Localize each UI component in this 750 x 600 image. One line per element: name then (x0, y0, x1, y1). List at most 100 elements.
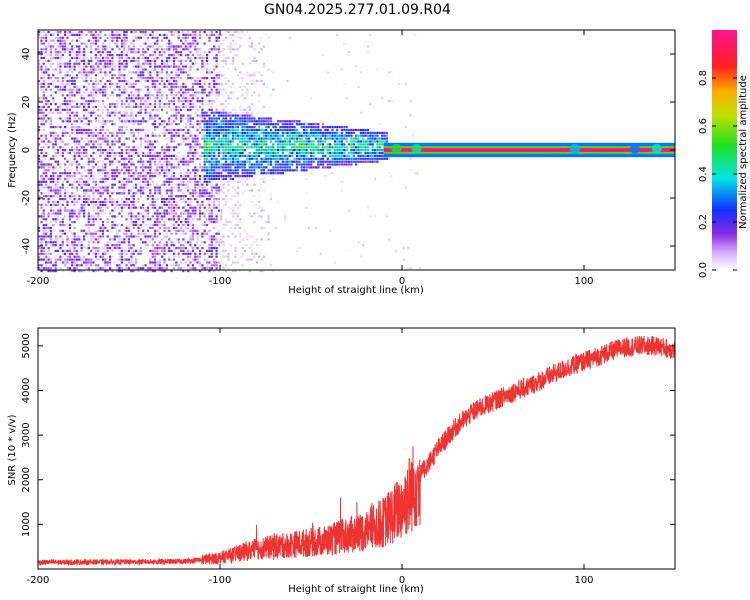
spectrogram-cell (222, 151, 225, 155)
spectrogram-cell (248, 189, 251, 192)
spectrogram-cell (144, 33, 147, 36)
spectrogram-cell (229, 169, 232, 172)
spectrogram-cell (92, 247, 95, 250)
spectrogram-cell (213, 160, 216, 163)
spectrogram-cell (184, 33, 187, 36)
spectrogram-cell (274, 172, 277, 175)
spectrogram-cell (92, 140, 95, 143)
spectrogram-cell (101, 137, 105, 140)
spectrogram-cell (217, 209, 220, 212)
spectrogram-cell (156, 91, 159, 94)
spectrogram-cell (300, 166, 303, 169)
spectrogram-cell (236, 154, 239, 157)
spectrogram-cell (137, 71, 140, 74)
spectrogram-cell (66, 103, 69, 106)
spectrogram-cell (161, 94, 164, 97)
spectrogram-cell (359, 151, 362, 155)
spectrogram-cell (123, 68, 126, 71)
spectrogram-cell (187, 218, 190, 221)
spectrogram-cell (71, 252, 74, 255)
spectrogram-cell (246, 258, 249, 261)
spectrogram-cell (101, 51, 105, 54)
spectrogram-cell (310, 143, 313, 146)
spectrogram-cell (215, 172, 218, 175)
spectrogram-cell (172, 128, 176, 132)
spectrogram-cell (184, 252, 187, 255)
spectrogram-cell (215, 39, 218, 42)
spectrogram-cell (194, 209, 197, 212)
spectrogram-cell (217, 221, 220, 224)
spectrogram-cell (175, 31, 178, 34)
spectrogram-cell (206, 177, 209, 180)
spectrogram-cell (213, 65, 216, 68)
spectrogram-cell (281, 149, 284, 152)
spectrogram-cell (184, 177, 187, 180)
spectrogram-cell (357, 143, 360, 146)
spectrogram-cell (85, 169, 88, 172)
spectrogram-cell (208, 175, 211, 178)
spectrogram-cell (40, 177, 43, 180)
spectrogram-cell (336, 157, 339, 160)
spectrogram-cell (241, 131, 244, 134)
spectrogram-cell (168, 206, 171, 209)
spectrogram-cell (40, 108, 43, 111)
spectrogram-cell (80, 33, 83, 36)
spectrogram-cell (142, 229, 145, 232)
spectrogram-cell (104, 82, 107, 85)
spectrogram-cell (59, 247, 62, 250)
spectrogram-cell (64, 120, 67, 123)
spectrogram-cell (153, 88, 157, 91)
spectrogram-cell (272, 88, 275, 91)
spectrogram-cell (222, 103, 225, 106)
spectrogram-cell (210, 88, 213, 91)
spectrogram-cell (83, 261, 86, 264)
spectrogram-cell (42, 120, 45, 123)
spectrogram-cell (97, 114, 100, 117)
spectrogram-cell (97, 252, 100, 255)
spectrogram-cell (243, 131, 246, 134)
spectrogram-cell (156, 42, 159, 45)
spectrogram-cell (217, 39, 220, 42)
spectrogram-cell (64, 51, 67, 54)
spectrogram-cell (59, 186, 62, 189)
spectrogram-cell (92, 177, 95, 180)
spectrogram-cell (109, 146, 112, 149)
spectrogram-cell (189, 235, 192, 238)
spectrogram-cell (227, 166, 230, 169)
spectrogram-cell (295, 137, 299, 140)
spectrogram-cell (111, 249, 114, 252)
spectrogram-cell (215, 160, 218, 163)
spectrogram-cell (85, 258, 88, 261)
spectrogram-cell (232, 120, 235, 123)
spectrogram-cell (210, 255, 213, 258)
spectrogram-cell (203, 163, 206, 166)
spectrogram-cell (97, 134, 100, 137)
spectrogram-cell (241, 94, 244, 97)
spectrogram-cell (300, 151, 303, 155)
spectrogram-cell (317, 128, 320, 132)
spectrogram-cell (116, 244, 119, 247)
spectrogram-cell (106, 134, 109, 137)
spectrogram-cell (106, 59, 109, 62)
spectrogram-cell (153, 247, 157, 250)
spectrogram-cell (224, 223, 228, 227)
spectrogram-cell (85, 117, 88, 120)
spectrogram-cell (172, 62, 176, 65)
spectrogram-cell (158, 175, 161, 178)
spectrogram-cell (130, 117, 133, 120)
spectrogram-cell (161, 59, 164, 62)
spectrogram-cell (142, 54, 145, 57)
spectrogram-cell (130, 206, 133, 209)
spectrogram-cell (132, 131, 135, 134)
spectrogram-cell (125, 157, 128, 160)
spectrogram-cell (153, 120, 157, 123)
spectrogram-cell (213, 111, 216, 114)
spectrogram-cell (213, 163, 216, 166)
spectrogram-cell (168, 120, 171, 123)
spectrogram-cell (191, 97, 194, 100)
spectrogram-cell (104, 120, 107, 123)
spectrogram-cell (111, 39, 114, 42)
spectrogram-cell (80, 36, 83, 39)
spectrogram-cell (80, 258, 83, 261)
spectrogram-cell (106, 65, 109, 68)
